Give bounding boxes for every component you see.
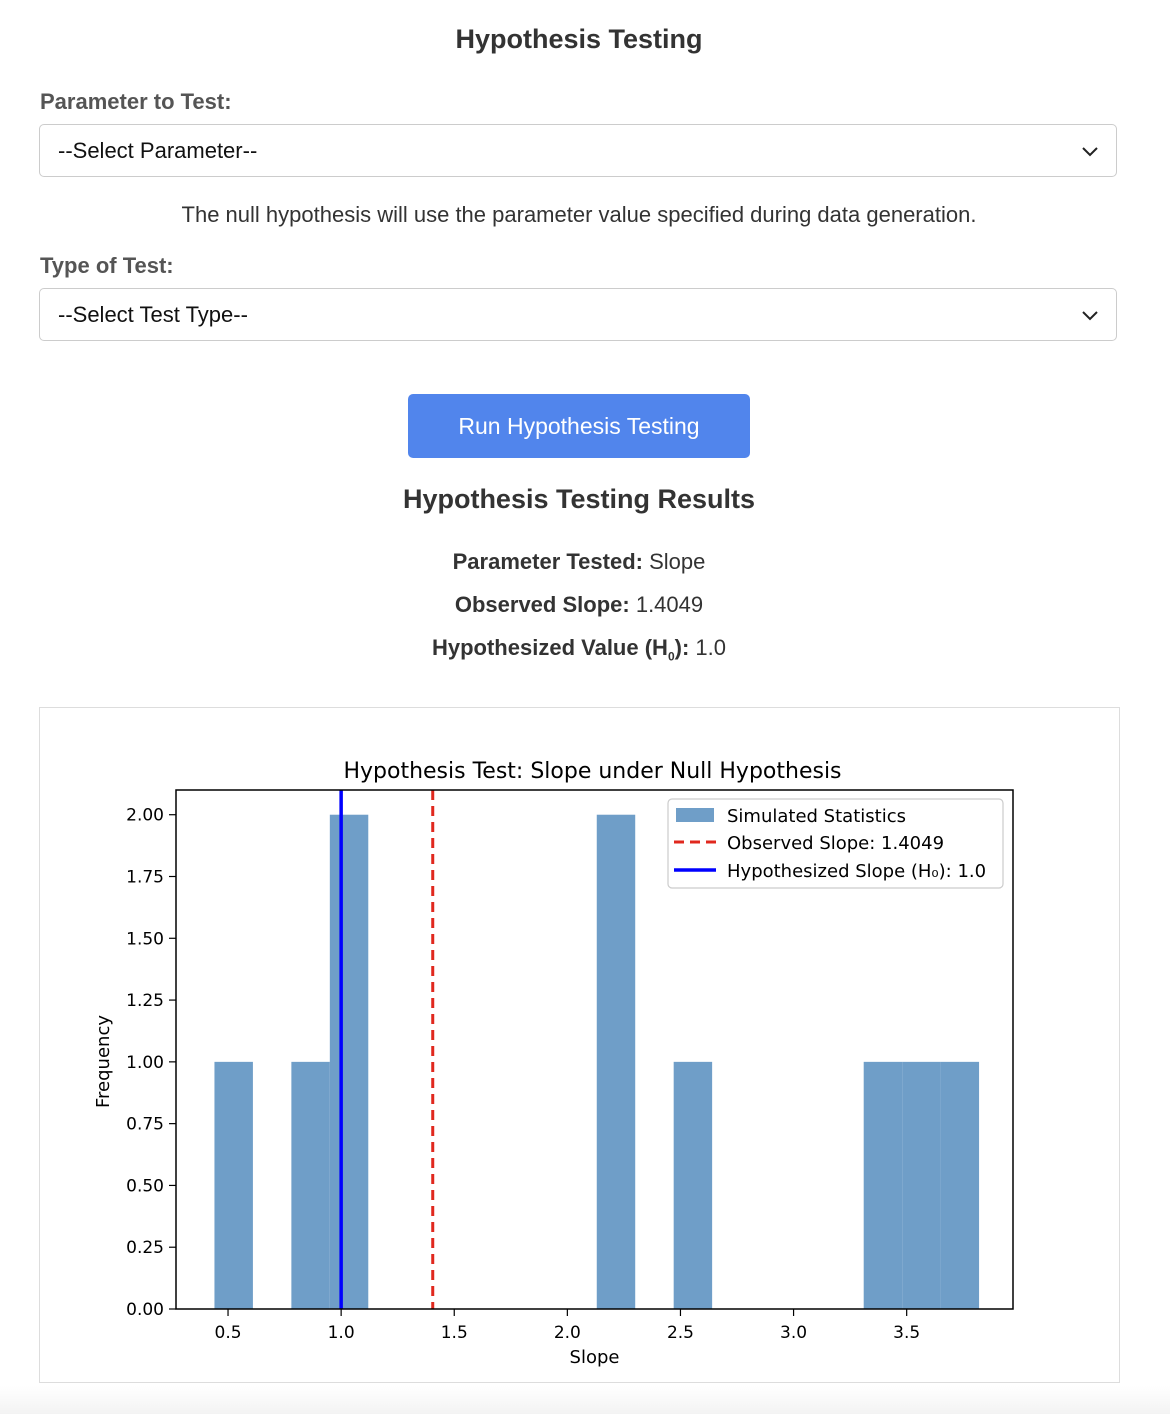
histogram-bar: [596, 814, 636, 1309]
y-tick-label: 1.50: [126, 929, 164, 949]
y-tick-label: 1.25: [126, 991, 164, 1011]
parameter-tested-line: Parameter Tested: Slope: [0, 549, 1158, 575]
test-type-label: Type of Test:: [40, 253, 174, 278]
test-type-select[interactable]: --Select Test Type--: [39, 288, 1117, 341]
legend-entry: Hypothesized Slope (H₀): 1.0: [727, 861, 986, 882]
hypothesized-label-suffix: ):: [674, 635, 690, 660]
y-tick-label: 0.00: [126, 1300, 164, 1320]
y-tick-label: 1.75: [126, 868, 164, 888]
results-title: Hypothesis Testing Results: [402, 484, 756, 514]
chevron-down-icon: [1082, 311, 1098, 321]
chevron-down-icon: [1082, 147, 1098, 157]
histogram-bar: [902, 1061, 941, 1309]
chart-title: Hypothesis Test: Slope under Null Hypoth…: [343, 759, 841, 784]
legend-entry: Simulated Statistics: [727, 806, 906, 827]
observed-slope-value: 1.4049: [635, 592, 704, 617]
parameter-select-value: --Select Parameter--: [58, 138, 258, 163]
plot-frame: 0.5 1.0 1.5 2.0 2.5 3.0 3.5 0.00 0.25 0.50 0.75 1.0…: [39, 707, 1120, 1383]
y-tick-label: 0.50: [126, 1176, 164, 1196]
y-tick-label: 2.00: [126, 806, 164, 826]
y-tick-label: 1.00: [126, 1053, 164, 1073]
x-axis-label: Slope: [570, 1347, 620, 1368]
hypothesized-value: 1.0: [695, 635, 726, 660]
hypothesized-value-line: Hypothesized Value (H0): 1.0: [0, 635, 1158, 663]
x-tick-label: 2.5: [667, 1323, 694, 1343]
x-tick-label: 0.5: [215, 1323, 242, 1343]
histogram-bar: [214, 1061, 253, 1309]
parameter-select[interactable]: --Select Parameter--: [39, 124, 1117, 177]
y-tick-label: 0.75: [126, 1115, 164, 1135]
legend-box: [667, 798, 1004, 889]
parameter-tested-label: Parameter Tested:: [452, 549, 643, 574]
hypothesized-label-prefix: Hypothesized Value (H: [431, 635, 668, 660]
page-bottom-edge: [0, 1386, 1170, 1414]
x-tick-label: 3.0: [780, 1323, 807, 1343]
histogram-bar: [673, 1061, 713, 1309]
histogram-chart: 0.5 1.0 1.5 2.0 2.5 3.0 3.5 0.00 0.25 0.50 0.75 1.0…: [93, 759, 1014, 1368]
axes-frame: [175, 789, 1014, 1310]
observed-slope-line: Observed Slope: 1.4049: [0, 592, 1158, 618]
hypothesized-value-label: Hypothesized Value (H0):: [431, 635, 690, 664]
parameter-label: Parameter to Test:: [40, 89, 232, 114]
legend-swatch-bars: [676, 808, 714, 822]
histogram-bar: [940, 1061, 980, 1309]
x-tick-label: 1.0: [328, 1323, 355, 1343]
run-hypothesis-testing-button[interactable]: Run Hypothesis Testing: [408, 394, 750, 458]
histogram-bar: [329, 814, 369, 1309]
histogram-bar: [863, 1061, 903, 1309]
histogram-bar: [291, 1061, 330, 1309]
hypothesized-label-sub: 0: [667, 649, 675, 664]
x-tick-label: 3.5: [893, 1323, 920, 1343]
y-tick-label: 0.25: [126, 1238, 164, 1258]
y-axis-label: Frequency: [93, 1015, 114, 1108]
legend-entry: Observed Slope: 1.4049: [727, 833, 944, 854]
observed-slope-label: Observed Slope:: [454, 592, 630, 617]
test-type-select-value: --Select Test Type--: [58, 302, 248, 327]
null-hypothesis-note: The null hypothesis will use the paramet…: [181, 202, 977, 227]
x-tick-label: 2.0: [554, 1323, 581, 1343]
parameter-tested-value: Slope: [649, 549, 706, 574]
page-title: Hypothesis Testing: [455, 24, 703, 54]
x-tick-label: 1.5: [441, 1323, 468, 1343]
